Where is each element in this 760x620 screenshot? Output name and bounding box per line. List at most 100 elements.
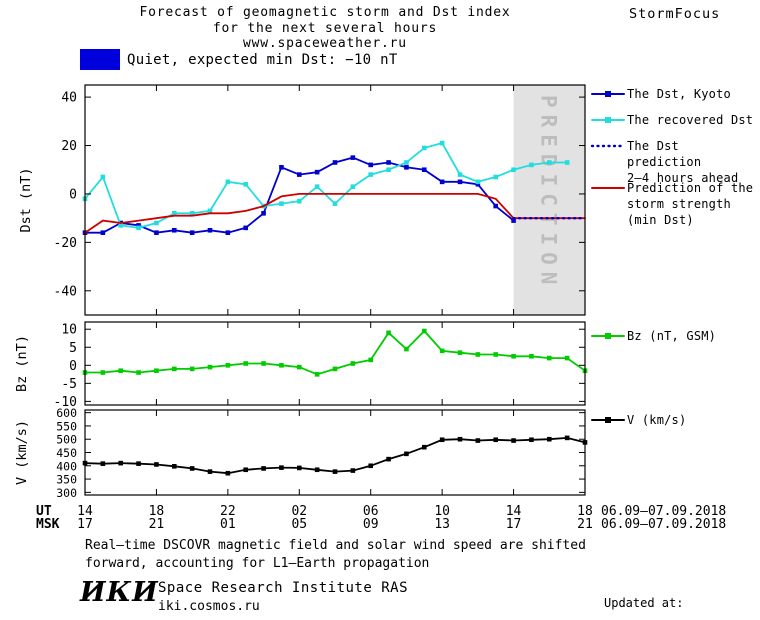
legend-dst-prediction: The Dst prediction 2–4 hours ahead (627, 139, 739, 185)
marker-recovered-dst (296, 198, 302, 204)
note-line-1: Real–time DSCOVR magnetic field and sola… (85, 538, 586, 553)
marker-v (493, 437, 499, 443)
marker-v (314, 467, 320, 473)
y-tick-label: 300 (56, 486, 77, 500)
marker-recovered-dst (368, 172, 374, 177)
legend-recovered-dst: The recovered Dst (627, 113, 754, 127)
marker-recovered-dst (386, 167, 391, 173)
msk-row-label: MSK (36, 517, 60, 532)
chart-title: Forecast of geomagnetic storm and Dst in… (60, 5, 590, 52)
legend-dst-kyoto: The Dst, Kyoto (627, 87, 731, 101)
marker-bz (529, 353, 534, 359)
marker-dst-kyoto (332, 160, 338, 165)
y-tick-label: -20 (54, 236, 77, 251)
marker-bz (225, 363, 231, 368)
marker-bz (511, 353, 516, 359)
marker-bz (493, 352, 499, 357)
marker-v (350, 468, 356, 473)
marker-bz (332, 366, 338, 372)
msk-date-range: 06.09–07.09.2018 (601, 517, 727, 532)
updated-block: Updated at: UT 14:05, 07.09.2018 MSK 17:… (604, 563, 756, 620)
institute-name: Space Research Institute RAS (158, 580, 409, 596)
msk-tick-label: 09 (363, 517, 379, 532)
marker-dst-kyoto (136, 223, 141, 228)
msk-tick-label: 13 (434, 517, 450, 532)
propagation-note: Real–time DSCOVR magnetic field and sola… (85, 537, 586, 572)
marker-dst-kyoto (261, 211, 266, 216)
marker-dst-kyoto (243, 225, 249, 231)
marker-v (296, 465, 302, 471)
marker-v (171, 464, 177, 469)
marker-dst-kyoto (154, 230, 159, 235)
y-tick-label: -40 (54, 284, 77, 299)
marker-recovered-dst (136, 225, 141, 231)
updated-label: Updated at: (604, 596, 684, 610)
marker-dst-kyoto (296, 172, 302, 177)
legend-bz: Bz (nT, GSM) (627, 329, 717, 343)
marker-recovered-dst (189, 211, 195, 216)
y-tick-label: 5 (69, 341, 77, 356)
title-line-1: Forecast of geomagnetic storm and Dst in… (139, 5, 511, 20)
marker-v (189, 466, 195, 471)
marker-dst-kyoto (350, 155, 356, 160)
marker-recovered-dst (564, 160, 570, 165)
marker-bz (350, 361, 356, 366)
marker-bz (207, 364, 213, 370)
marker-v (546, 436, 552, 442)
msk-tick-label: 21 (149, 517, 165, 532)
marker-dst-kyoto (314, 169, 320, 175)
marker-v (475, 438, 481, 443)
y-tick-label: 350 (56, 473, 77, 487)
spaceweather-url: www.spaceweather.ru (243, 36, 407, 51)
marker-dst-kyoto (368, 162, 374, 168)
marker-dst-kyoto (279, 165, 284, 170)
ut-tick-label: 22 (220, 504, 236, 519)
panel-frame (84, 84, 586, 316)
marker-dst-kyoto (386, 160, 391, 165)
marker-recovered-dst (439, 140, 445, 146)
marker-bz (564, 355, 570, 361)
marker-dst-kyoto (100, 230, 106, 235)
series-v (84, 436, 586, 475)
marker-v (154, 462, 159, 467)
marker-bz (154, 368, 159, 374)
marker-recovered-dst (421, 145, 427, 151)
marker-v (136, 461, 141, 466)
marker-v (100, 461, 106, 466)
marker-bz (475, 352, 481, 357)
marker-recovered-dst (475, 179, 481, 185)
legend-marker-bz-square (605, 333, 611, 339)
marker-recovered-dst (511, 167, 516, 173)
msk-tick-label: 17 (77, 517, 93, 532)
marker-recovered-dst (154, 220, 159, 226)
legend-marker-recovered-square (605, 117, 611, 123)
storm-level-label: Quiet, expected min Dst: −10 nT (127, 52, 398, 68)
y-tick-label: 40 (61, 91, 77, 106)
marker-bz (368, 357, 374, 363)
marker-dst-kyoto (171, 227, 177, 233)
marker-recovered-dst (350, 184, 356, 189)
marker-bz (404, 346, 409, 352)
storm-level-swatch (80, 49, 120, 70)
marker-dst-kyoto (511, 218, 516, 223)
marker-recovered-dst (118, 223, 124, 228)
marker-bz (118, 368, 124, 374)
marker-dst-kyoto (457, 179, 463, 185)
legend-v: V (km/s) (627, 413, 687, 427)
ut-tick-label: 02 (291, 504, 307, 519)
marker-v (207, 469, 213, 474)
marker-dst-kyoto (475, 181, 481, 187)
y-tick-label: -5 (61, 377, 77, 392)
legend-storm-strength: Prediction of the storm strength (min Ds… (627, 181, 754, 227)
note-line-2: forward, accounting for L1–Earth propaga… (85, 555, 430, 571)
legend-marker-kyoto-square (605, 91, 611, 97)
marker-v (529, 437, 534, 443)
series-recovered-dst (84, 142, 568, 229)
title-line-2: for the next several hours (212, 20, 438, 36)
marker-v (118, 460, 124, 466)
marker-bz (386, 330, 391, 336)
panel-frame (84, 409, 586, 496)
legend-marker-v-square (605, 417, 611, 423)
msk-tick-label: 01 (220, 517, 236, 532)
